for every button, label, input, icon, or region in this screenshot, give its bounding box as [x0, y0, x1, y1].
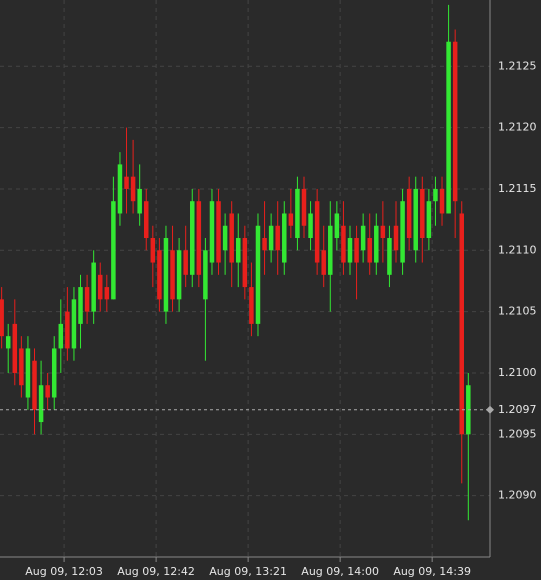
candle-body	[334, 213, 340, 239]
candle-body	[203, 250, 208, 300]
candle-body	[12, 323, 18, 373]
y-tick-label: 1.2095	[498, 427, 537, 440]
x-tick-label: Aug 09, 14:00	[301, 565, 379, 578]
y-tick-label: 1.2090	[498, 489, 537, 502]
candle-body	[124, 176, 129, 189]
candle-body	[45, 385, 50, 398]
candle-body	[426, 201, 432, 239]
candle-body	[176, 250, 182, 300]
candle-body	[32, 360, 37, 410]
candle-body	[65, 311, 70, 349]
candle-body	[242, 238, 248, 288]
candle-body	[25, 348, 31, 398]
candle-body	[229, 213, 234, 263]
x-tick-label: Aug 09, 14:39	[393, 565, 471, 578]
candle-body	[183, 250, 188, 275]
candle-body	[328, 225, 333, 275]
candle-body	[393, 225, 399, 251]
candle-body	[0, 299, 4, 337]
candle-body	[295, 188, 300, 239]
candle-body	[84, 287, 90, 312]
y-tick-label: 1.2100	[498, 366, 537, 379]
candle-body	[446, 41, 451, 214]
candle-body	[360, 225, 366, 251]
candle-body	[157, 250, 162, 300]
candle-body	[380, 225, 386, 239]
candle-body	[91, 262, 96, 312]
y-tick-label: 1.2105	[498, 305, 537, 318]
y-tick-label: 1.2115	[498, 182, 537, 195]
candle-body	[374, 225, 379, 263]
candle-body	[268, 225, 274, 251]
candle-body	[420, 188, 425, 239]
candle-body	[130, 176, 136, 202]
candle-body	[150, 238, 156, 263]
candle-body	[301, 188, 307, 226]
x-tick-label: Aug 09, 13:21	[209, 565, 287, 578]
candle-body	[367, 238, 372, 263]
candle-body	[19, 348, 24, 386]
y-tick-label: 1.2125	[498, 59, 537, 72]
candle-body	[262, 238, 267, 251]
candle-body	[163, 238, 169, 312]
candle-body	[413, 188, 418, 251]
candle-body	[170, 250, 175, 300]
candle-body	[196, 201, 202, 275]
candle-body	[78, 287, 83, 324]
candle-body	[104, 287, 110, 300]
candle-body	[255, 225, 261, 324]
candle-body	[143, 201, 149, 239]
candle-body	[275, 225, 280, 251]
x-tick-label: Aug 09, 12:03	[25, 565, 103, 578]
candle-body	[111, 201, 116, 300]
candle-body	[288, 213, 294, 226]
candle-body	[354, 238, 359, 263]
x-tick-label: Aug 09, 12:42	[117, 565, 195, 578]
candle-body	[249, 287, 254, 324]
candle-body	[433, 188, 438, 202]
candle-body	[236, 238, 241, 263]
candle-body	[117, 164, 123, 214]
candle-body	[321, 250, 326, 275]
candle-body	[137, 188, 142, 214]
candle-body	[314, 201, 320, 263]
candle-body	[308, 213, 313, 239]
last-price-marker	[486, 405, 494, 414]
last-price-label: 1.2097	[498, 403, 537, 416]
candle-body	[209, 201, 215, 263]
candle-body	[400, 201, 405, 263]
candle-body	[190, 201, 195, 275]
candle-body	[222, 225, 228, 251]
candle-body	[51, 348, 57, 398]
candle-body	[97, 274, 103, 300]
candle-body	[439, 188, 445, 214]
y-tick-label: 1.2120	[498, 121, 537, 134]
candle-body	[387, 238, 392, 275]
candle-body	[459, 213, 464, 435]
candle-body	[216, 201, 221, 263]
candle-body	[347, 238, 353, 263]
candle-body	[341, 225, 346, 263]
candle-body	[71, 299, 77, 349]
candle-body	[282, 213, 287, 263]
candle-body	[406, 188, 412, 239]
candle-body	[58, 323, 64, 349]
y-tick-label: 1.2110	[498, 243, 537, 256]
candle-body	[452, 41, 458, 202]
candle-body	[5, 336, 11, 349]
candle-body	[38, 385, 44, 423]
